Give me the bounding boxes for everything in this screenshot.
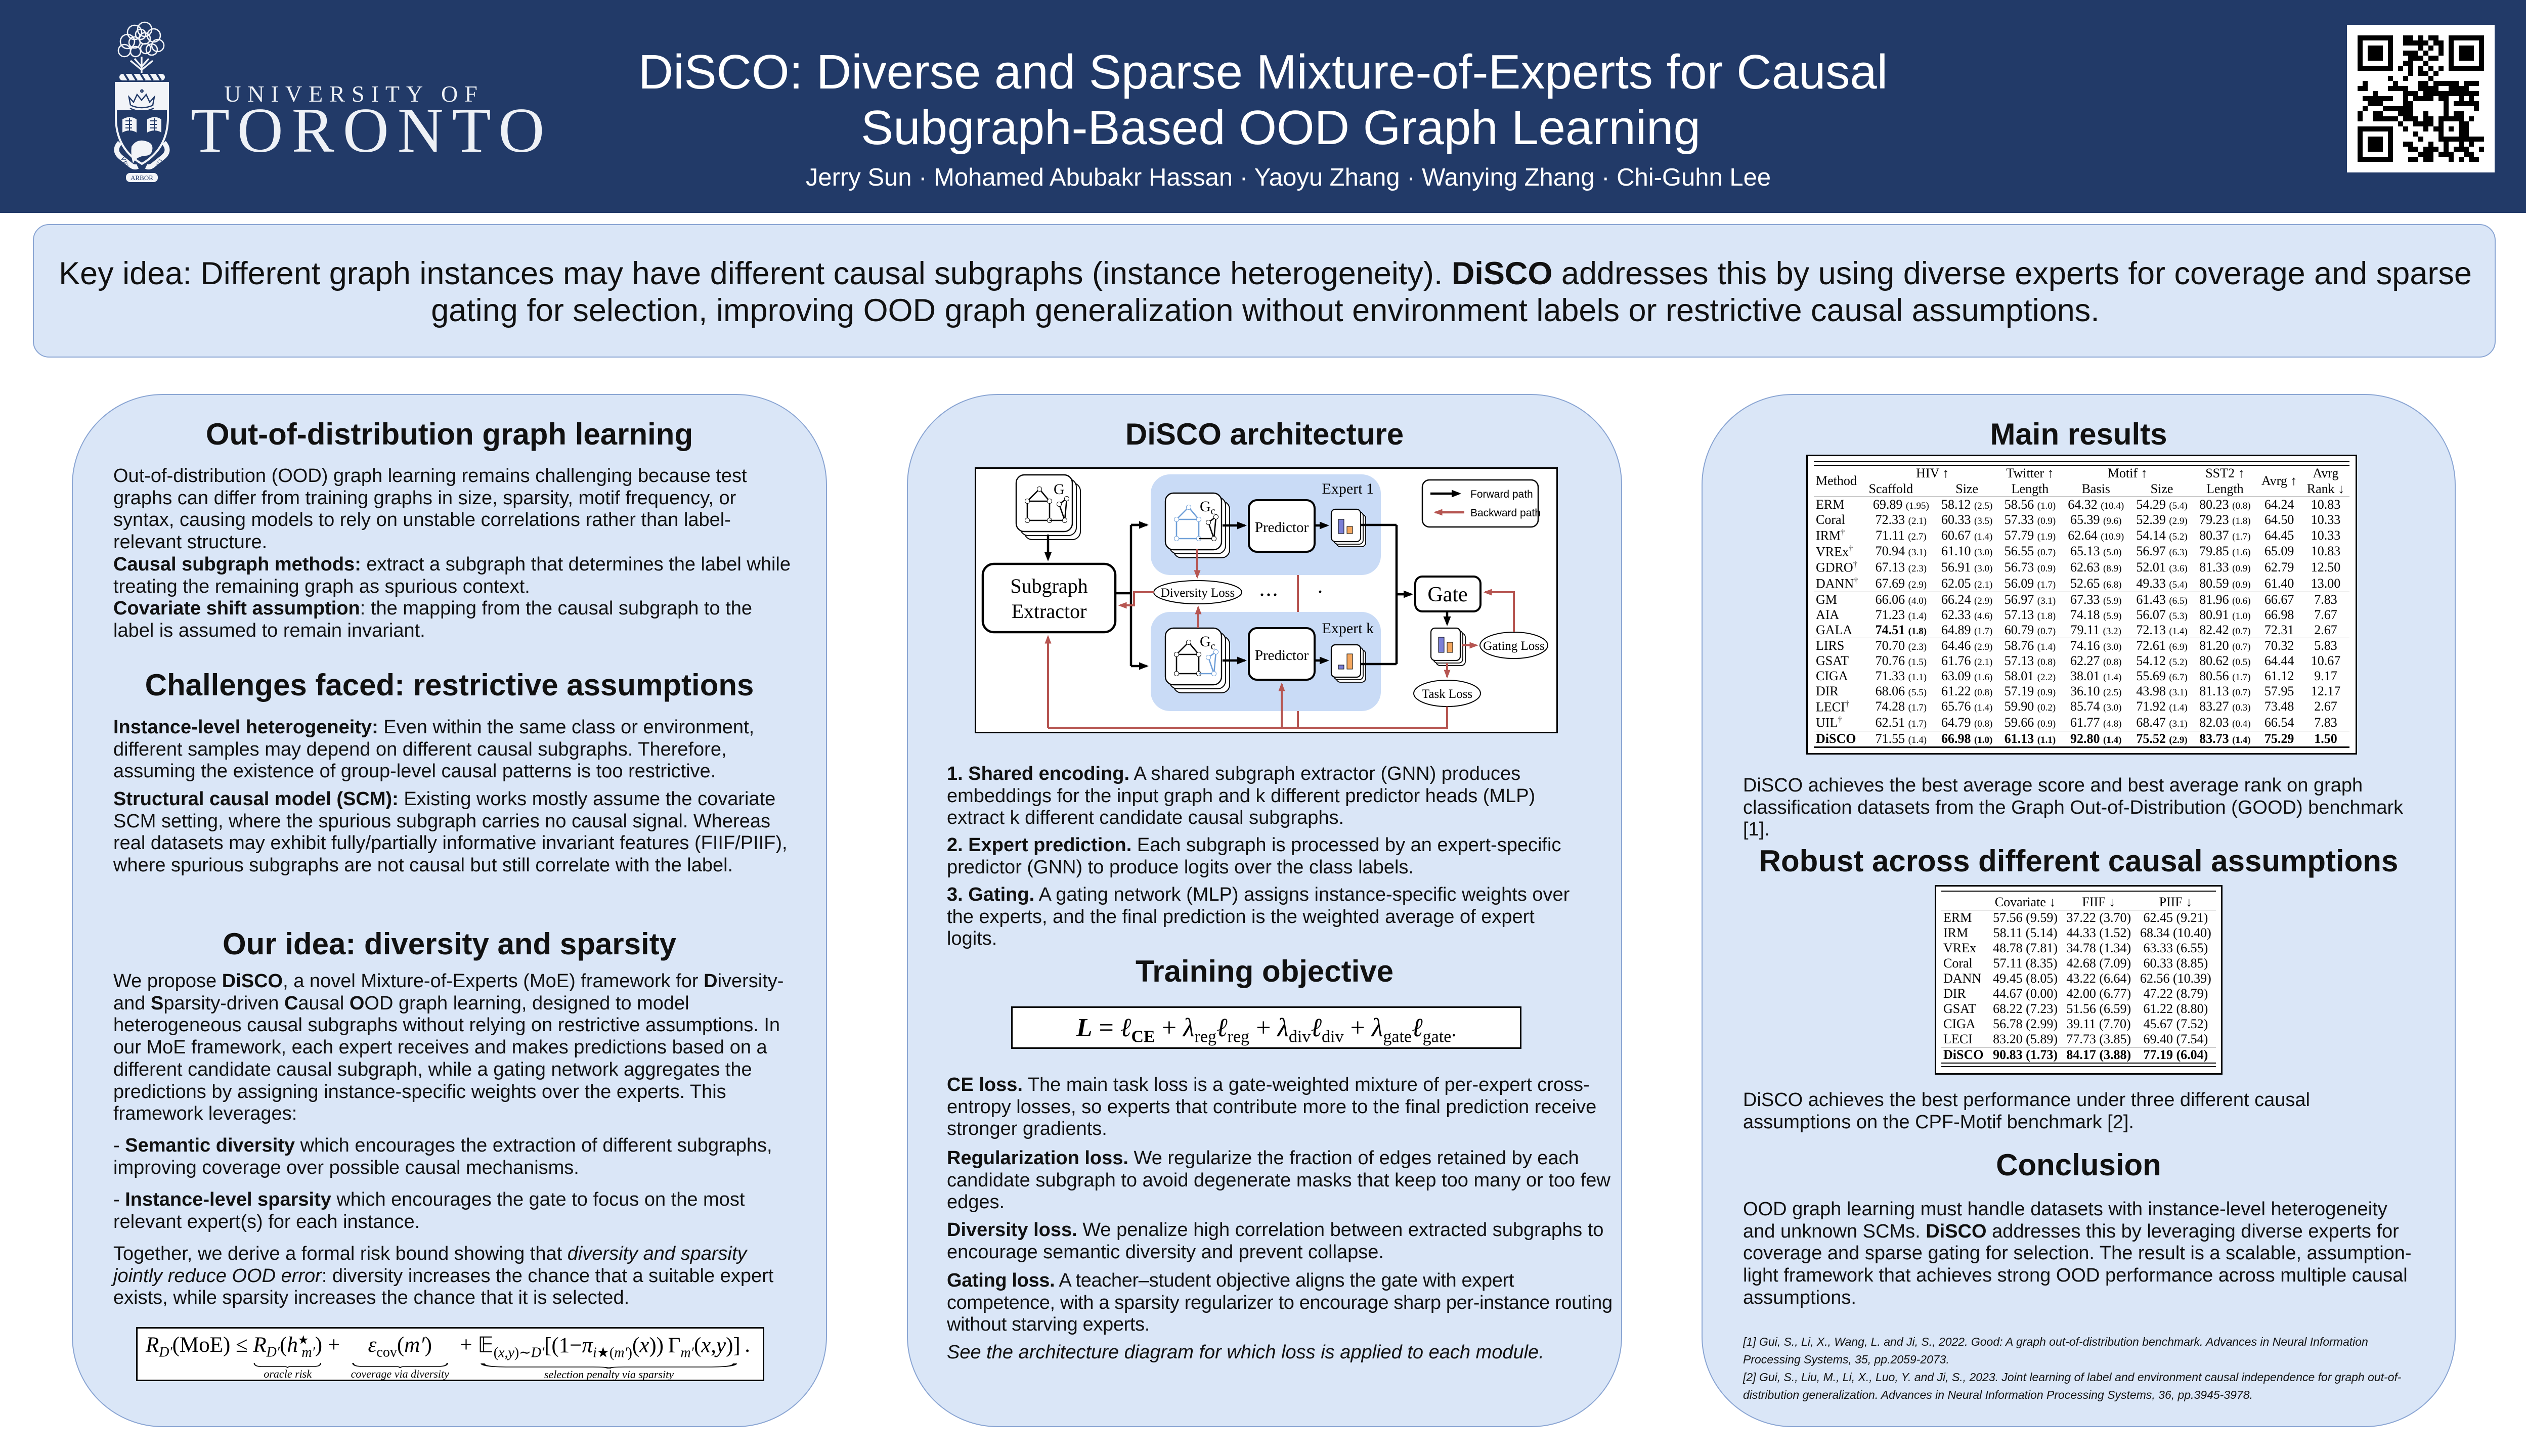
svg-text:Extractor: Extractor (1012, 600, 1087, 623)
svg-text:G: G (1054, 481, 1065, 498)
svg-text:Predictor: Predictor (1255, 647, 1309, 664)
svg-text:Forward path: Forward path (1470, 489, 1533, 500)
svg-text:Gate: Gate (1427, 583, 1467, 606)
svg-text:ÆVO: ÆVO (151, 158, 164, 175)
svg-text:Subgraph: Subgraph (1010, 575, 1087, 597)
svg-text:Task Loss: Task Loss (1422, 687, 1472, 701)
svg-text:ARBOR: ARBOR (130, 174, 153, 182)
svg-text:Predictor: Predictor (1255, 519, 1309, 536)
svg-text:Backward path: Backward path (1470, 507, 1541, 519)
svg-text:Expert 1: Expert 1 (1322, 480, 1374, 497)
svg-text:Gating Loss: Gating Loss (1483, 639, 1545, 653)
svg-text:Diversity Loss: Diversity Loss (1161, 586, 1235, 600)
svg-text:Expert k: Expert k (1322, 620, 1374, 637)
